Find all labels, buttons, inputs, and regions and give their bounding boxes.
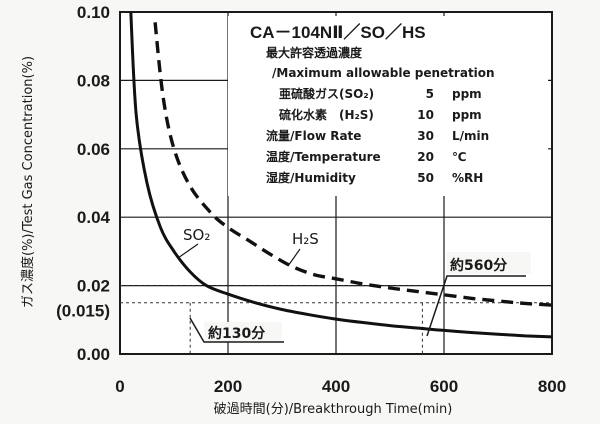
series-label-h2s: H₂S <box>292 230 319 248</box>
x-tick-label: 400 <box>322 377 350 396</box>
info-row-unit: L/min <box>452 129 489 143</box>
info-row-unit: ppm <box>452 87 482 101</box>
series-label-so2: SO₂ <box>183 226 210 244</box>
x-tick-label: 800 <box>538 377 566 396</box>
svg-text:約130分: 約130分 <box>208 325 265 342</box>
info-row-unit: ℃ <box>452 150 467 164</box>
x-tick-label: 0 <box>115 377 124 396</box>
info-row-value: 5 <box>426 87 434 101</box>
info-row-value: 50 <box>417 171 434 185</box>
info-row-value: 20 <box>417 150 434 164</box>
info-row-value: 10 <box>417 108 434 122</box>
tick-labels: 0.00 0.02 0.04 0.06 0.08 0.10 (0.015) 0 200 400 60… <box>56 3 566 396</box>
info-row: 流量/Flow Rate 30 L/min <box>266 128 489 143</box>
info-row: 硫化水素 (H₂S) 10 ppm <box>279 107 482 122</box>
x-axis-title: 破過時間(分)/Breakthrough Time(min) <box>214 402 453 417</box>
y-tick-label: 0.06 <box>77 140 110 159</box>
x-tick-label: 600 <box>430 377 458 396</box>
y-tick-label: 0.00 <box>77 345 110 364</box>
x-tick-label: 200 <box>214 377 242 396</box>
info-row-value: 30 <box>417 129 434 143</box>
info-row: 湿度/Humidity 50 %RH <box>266 170 483 185</box>
y-tick-label-extra: (0.015) <box>56 302 110 321</box>
info-box <box>228 16 548 196</box>
info-row-unit: ppm <box>452 108 482 122</box>
info-row: 亜硫酸ガス(SO₂) 5 ppm <box>279 86 482 101</box>
info-heading-en: /Maximum allowable penetration <box>272 66 495 80</box>
info-rows: 亜硫酸ガス(SO₂) 5 ppm 硫化水素 (H₂S) 10 ppm 流量/Flow Rat… <box>266 86 489 185</box>
y-tick-label: 0.02 <box>77 277 110 296</box>
series-curves <box>129 11 553 339</box>
series-line-0 <box>129 11 553 339</box>
series-line-1 <box>153 22 553 307</box>
y-tick-label: 0.04 <box>77 208 111 227</box>
info-heading-jp: 最大許容透過濃度 <box>266 45 363 60</box>
annotation-560: 約560分 <box>426 252 531 337</box>
info-row-label: 流量/Flow Rate <box>266 128 361 143</box>
series-pointer-so2 <box>177 243 199 259</box>
y-axis-title: ガス濃度(%)/Test Gas Concentration(%) <box>20 56 36 308</box>
info-row-label: 硫化水素 (H₂S) <box>279 107 374 122</box>
y-tick-label: 0.10 <box>77 3 110 22</box>
info-row-label: 湿度/Humidity <box>266 170 356 185</box>
info-row-label: 温度/Temperature <box>266 149 381 164</box>
series-pointer-h2s <box>287 248 301 267</box>
annotation-130: 約130分 <box>189 317 284 343</box>
y-tick-label: 0.08 <box>77 71 110 90</box>
info-row-label: 亜硫酸ガス(SO₂) <box>279 86 374 101</box>
chart-title: CA－104NⅡ／SO／HS <box>250 22 426 42</box>
svg-text:約560分: 約560分 <box>450 257 507 274</box>
info-row: 温度/Temperature 20 ℃ <box>266 149 467 164</box>
info-row-unit: %RH <box>452 171 483 185</box>
